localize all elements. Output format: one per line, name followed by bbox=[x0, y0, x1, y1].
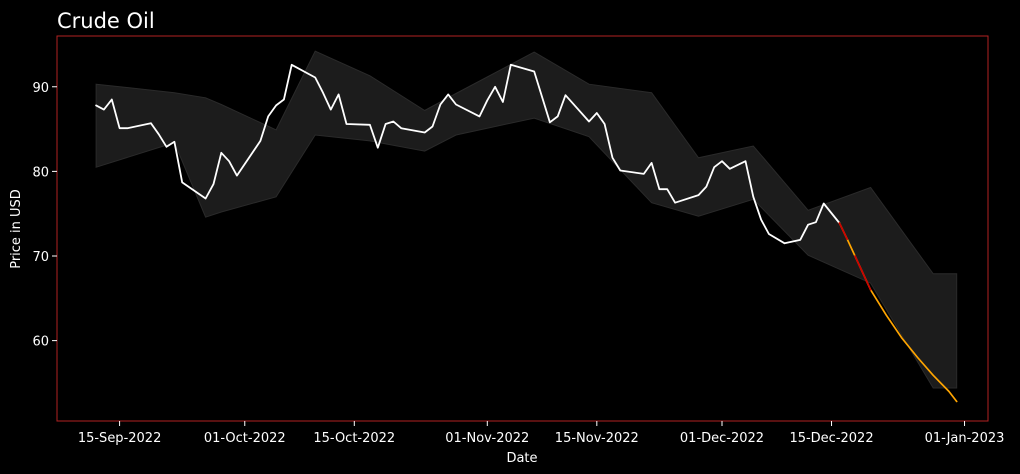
y-tick-label: 60 bbox=[32, 335, 49, 350]
y-tick-label: 90 bbox=[32, 81, 49, 96]
x-tick-label: 15-Dec-2022 bbox=[789, 431, 873, 446]
x-axis-label: Date bbox=[506, 451, 537, 466]
x-tick-label: 01-Dec-2022 bbox=[680, 431, 764, 446]
x-tick-label: 15-Sep-2022 bbox=[78, 431, 162, 446]
history-line-0 bbox=[95, 63, 841, 245]
plot-frame bbox=[56, 35, 989, 422]
x-axis: 15-Sep-2022 01-Oct-2022 15-Oct-2022 01-Nov-… bbox=[78, 421, 1005, 446]
confidence-band-layer bbox=[95, 50, 958, 389]
x-tick-label: 01-Oct-2022 bbox=[204, 431, 286, 446]
y-axis-label: Price in USD bbox=[9, 189, 24, 269]
x-tick-label: 01-Nov-2022 bbox=[445, 431, 529, 446]
forecast-highlight-line-2 bbox=[838, 222, 849, 240]
y-tick-label: 70 bbox=[32, 250, 49, 265]
series-layer bbox=[95, 63, 958, 403]
chart-title: Crude Oil bbox=[57, 9, 155, 33]
x-tick-label: 15-Nov-2022 bbox=[555, 431, 639, 446]
x-tick-label: 01-Jan-2023 bbox=[925, 431, 1005, 446]
forecast-highlight-line-3 bbox=[854, 255, 872, 291]
y-axis: 60 70 80 90 bbox=[32, 81, 57, 350]
y-tick-label: 80 bbox=[32, 165, 49, 180]
x-tick-label: 15-Oct-2022 bbox=[313, 431, 395, 446]
confidence-band bbox=[95, 50, 958, 389]
forecast-line-1 bbox=[838, 222, 958, 403]
